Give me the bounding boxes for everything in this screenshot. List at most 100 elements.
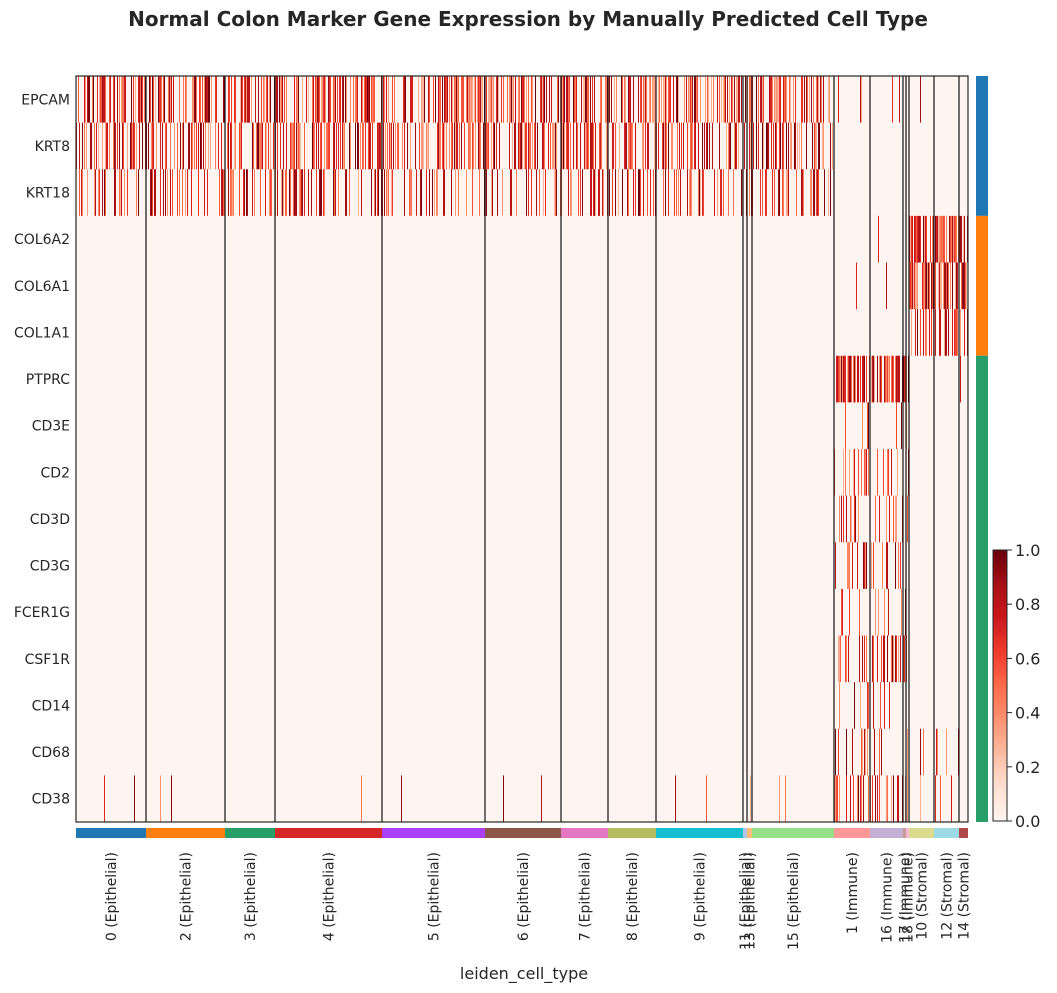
heatmap-cell [185, 76, 186, 123]
heatmap-cell [115, 169, 116, 216]
heatmap-cell [261, 76, 262, 123]
heatmap-cell [853, 775, 854, 823]
heatmap-cell [915, 309, 916, 356]
heatmap-cell [435, 76, 436, 123]
heatmap-cell [82, 169, 83, 216]
heatmap-cell [355, 122, 356, 170]
heatmap-cell [209, 76, 210, 123]
gene-group-bar [976, 355, 988, 822]
gene-label: CD14 [32, 698, 70, 714]
heatmap-cell [114, 169, 115, 216]
heatmap-cell [887, 355, 888, 403]
heatmap-cell [640, 169, 641, 216]
heatmap-cell [592, 76, 593, 123]
heatmap-cell [618, 169, 619, 216]
heatmap-cell [697, 76, 698, 123]
heatmap-cell [888, 588, 889, 636]
heatmap-cell [839, 682, 840, 729]
heatmap-cell [221, 169, 222, 216]
gene-group-bars [976, 76, 988, 822]
colorbar-tick-label: 0.8 [1015, 595, 1040, 614]
heatmap-cell [774, 169, 775, 216]
heatmap-cell [260, 122, 261, 170]
heatmap-cell [954, 215, 955, 263]
heatmap-cell [203, 122, 204, 170]
heatmap-cell [900, 542, 901, 589]
heatmap-cell [732, 76, 733, 123]
heatmap-cell [334, 169, 335, 216]
heatmap-cell [139, 122, 140, 170]
heatmap-cell [772, 169, 773, 216]
heatmap-cell [848, 542, 849, 589]
heatmap-cell [627, 169, 628, 216]
heatmap-cell [648, 122, 649, 170]
heatmap-cell [387, 122, 388, 170]
heatmap-cell [665, 76, 666, 123]
heatmap-cell [540, 76, 541, 123]
heatmap-cell [371, 169, 372, 216]
heatmap-cell [528, 122, 529, 170]
heatmap-cell [935, 262, 936, 310]
heatmap-cell [818, 76, 819, 123]
heatmap-cell [325, 76, 326, 123]
heatmap-cell [367, 76, 368, 123]
cluster-label: 18 (Immune) [901, 852, 917, 943]
heatmap-cell [920, 76, 921, 123]
heatmap-cell [452, 76, 453, 123]
heatmap-cell [949, 215, 950, 263]
heatmap-cell [87, 169, 88, 216]
heatmap-cell [312, 76, 313, 123]
heatmap-cell [119, 122, 120, 170]
heatmap-cell [789, 76, 790, 123]
heatmap-cell [280, 122, 281, 170]
heatmap-cell [369, 122, 370, 170]
heatmap-cell [861, 76, 862, 123]
heatmap-cell [802, 169, 803, 216]
heatmap-cell [674, 169, 675, 216]
heatmap-cell [294, 169, 295, 216]
heatmap-cell [139, 76, 140, 123]
heatmap-cell [543, 122, 544, 170]
heatmap-cell [499, 122, 500, 170]
heatmap-cell [252, 169, 253, 216]
heatmap-cell [675, 775, 676, 823]
heatmap-cell [335, 76, 336, 123]
cluster-label: 6 (Epithelial) [516, 852, 532, 941]
heatmap-cell [365, 76, 366, 123]
heatmap-cell [398, 122, 399, 170]
heatmap-cell [936, 215, 937, 263]
heatmap-cell [609, 76, 610, 123]
heatmap-cell [463, 76, 464, 123]
heatmap-cell [551, 76, 552, 123]
heatmap-cell [946, 309, 947, 356]
heatmap-cell [335, 169, 336, 216]
cluster-color-bar [934, 828, 959, 838]
heatmap-cell [297, 76, 298, 123]
heatmap-cell [779, 169, 780, 216]
heatmap-cell [456, 76, 457, 123]
heatmap-cell [633, 169, 634, 216]
heatmap-cell [678, 169, 679, 216]
heatmap-cell [386, 169, 387, 216]
heatmap-cell [846, 775, 847, 823]
heatmap-cell [932, 262, 933, 310]
heatmap-cell [785, 775, 786, 823]
heatmap-cell [665, 169, 666, 216]
heatmap-cell [170, 76, 171, 123]
heatmap-cell [622, 169, 623, 216]
heatmap-cell [253, 122, 254, 170]
cluster-color-bar [906, 828, 909, 838]
heatmap-cell [619, 122, 620, 170]
heatmap-cell [806, 122, 807, 170]
heatmap-cell [556, 122, 557, 170]
heatmap-cell [884, 682, 885, 729]
heatmap-cell [756, 76, 757, 123]
heatmap-cell [205, 76, 206, 123]
heatmap-cell [404, 122, 405, 170]
heatmap-cell [686, 76, 687, 123]
heatmap-cell [389, 122, 390, 170]
heatmap-cell [404, 169, 405, 216]
heatmap-cell [878, 588, 879, 636]
heatmap-cell [492, 169, 493, 216]
heatmap-cell [172, 169, 173, 216]
